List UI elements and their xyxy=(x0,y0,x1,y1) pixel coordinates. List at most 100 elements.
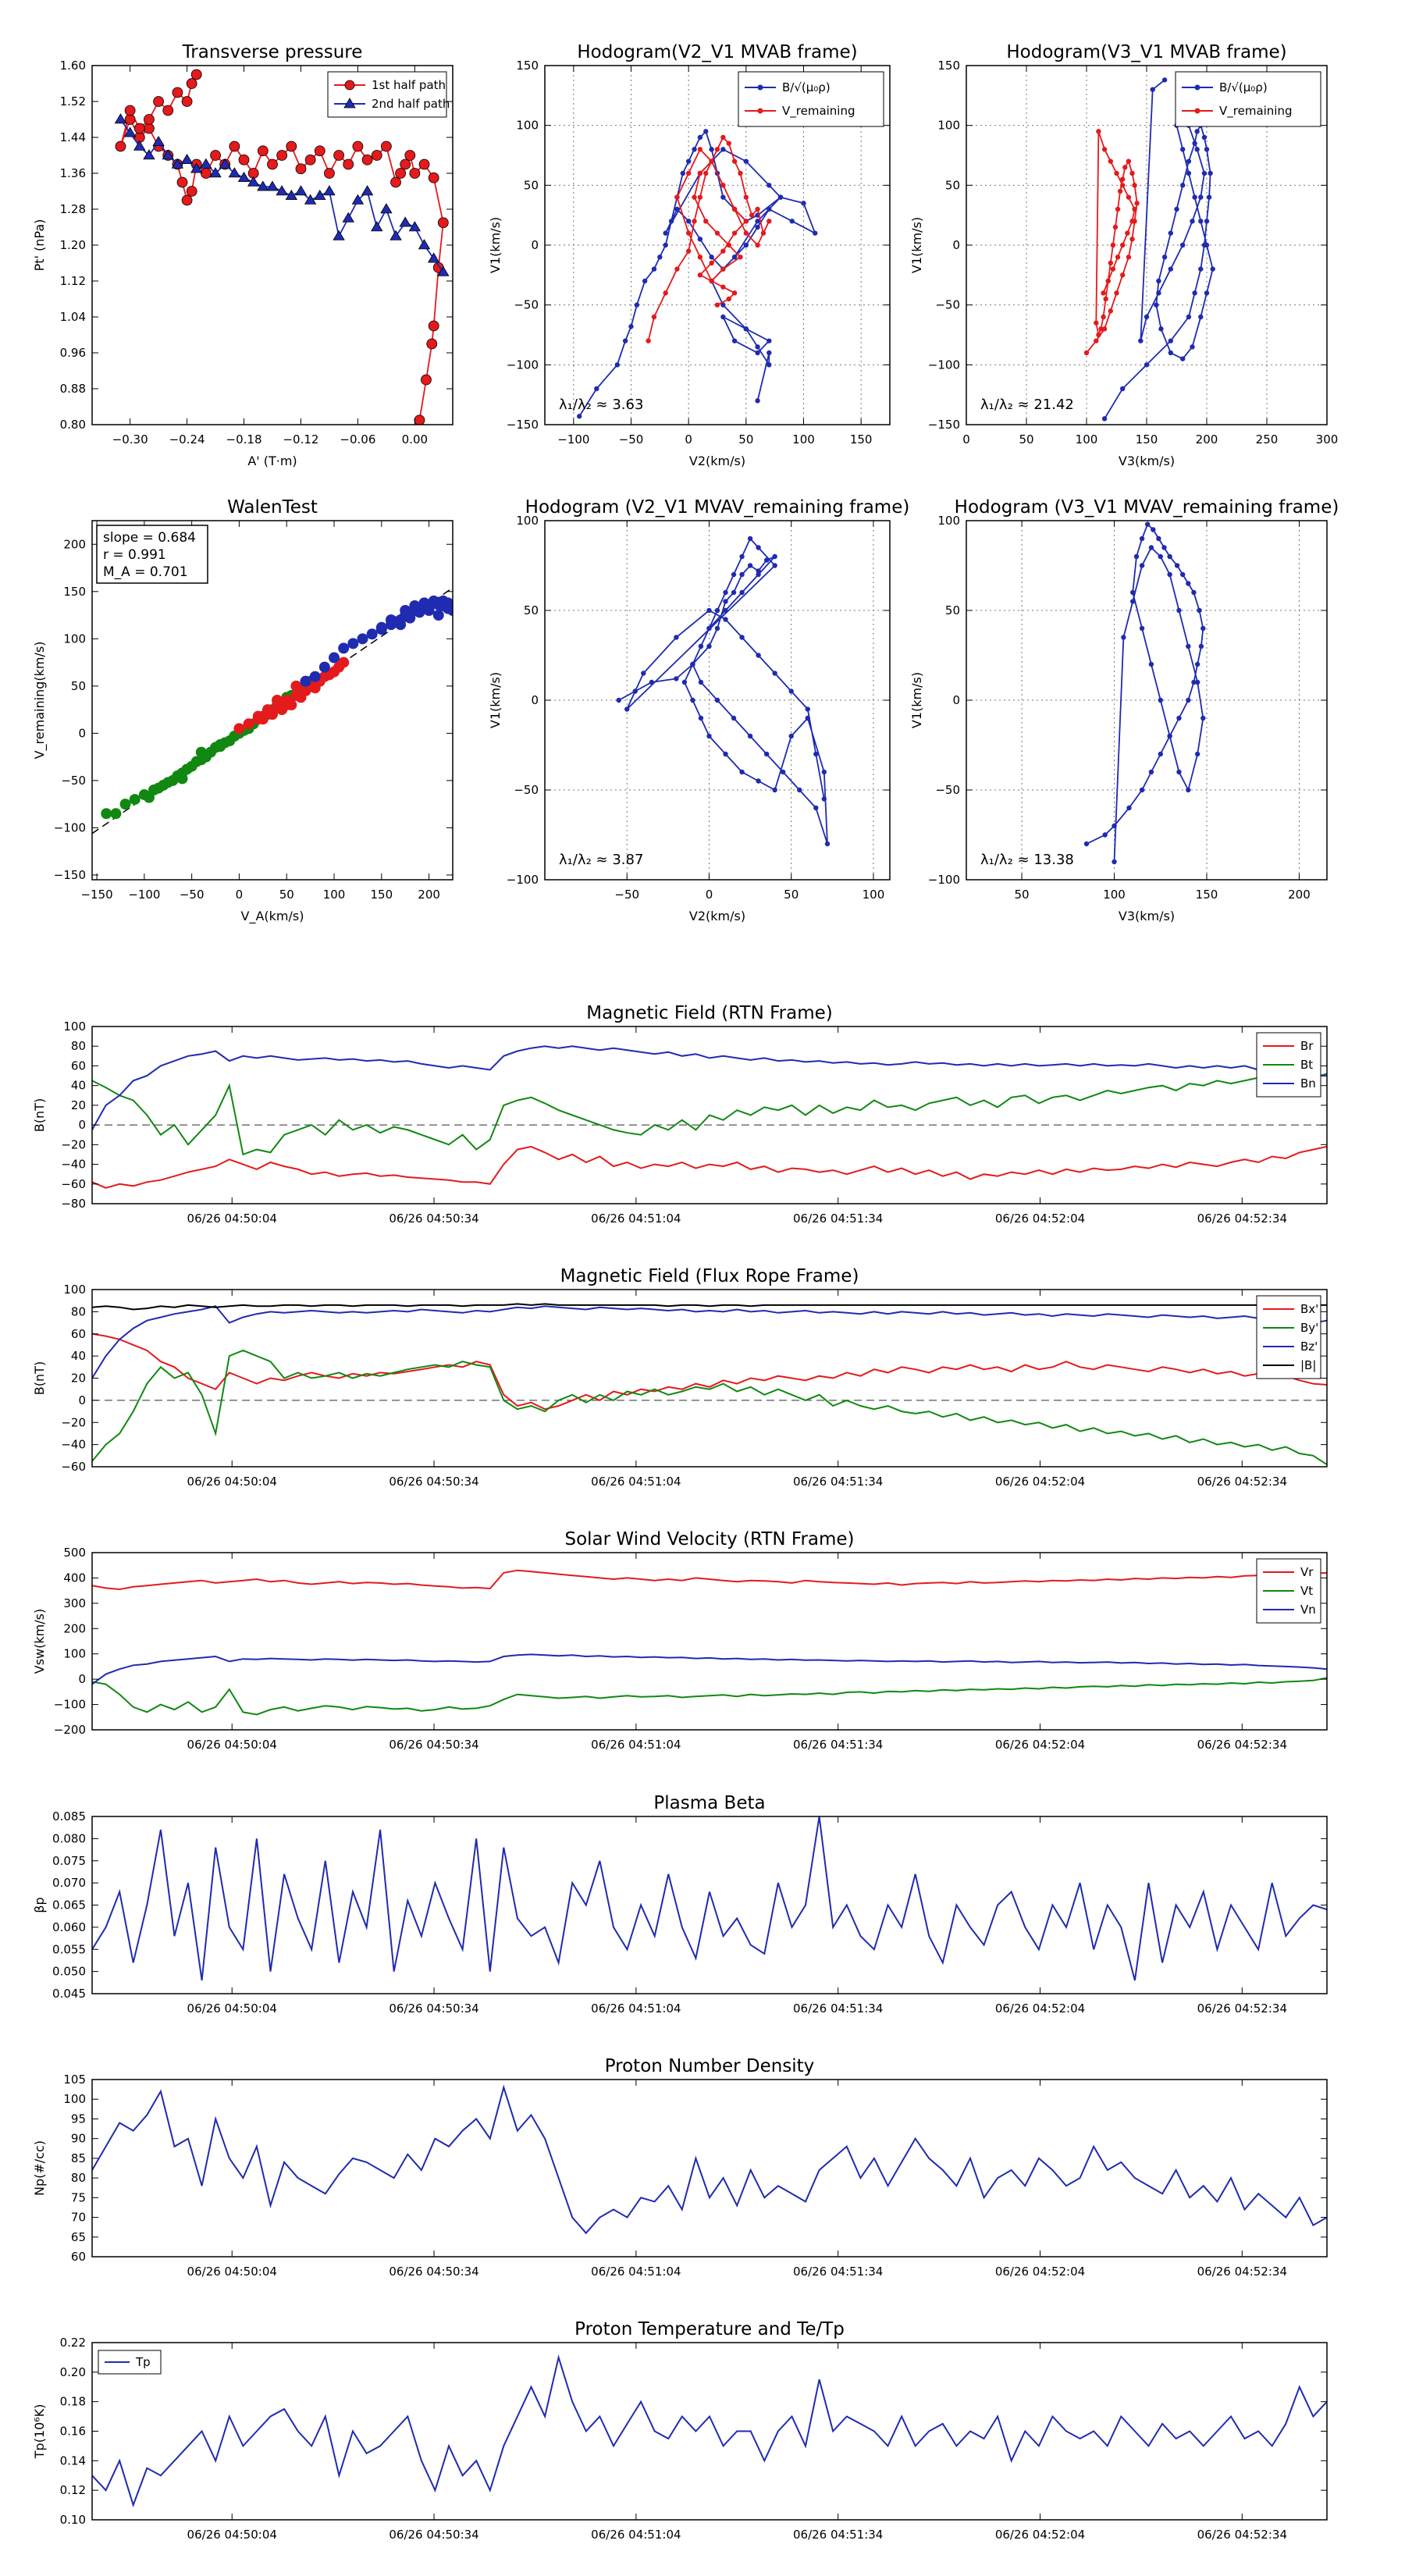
data-point xyxy=(428,595,439,607)
data-point xyxy=(366,628,378,640)
data-point xyxy=(731,715,737,721)
data-point xyxy=(674,635,679,640)
legend-label: V_remaining xyxy=(1219,104,1293,119)
stats-line: M_A = 0.701 xyxy=(103,564,188,580)
axes-frame xyxy=(91,2079,1328,2258)
x-tick-label: −50 xyxy=(180,888,205,902)
data-group xyxy=(616,535,831,847)
data-point xyxy=(1150,87,1155,92)
data-point xyxy=(780,769,786,775)
data-point xyxy=(813,751,819,757)
data-point xyxy=(663,230,668,236)
series-line-Bt xyxy=(92,1073,1327,1156)
panel-bfield_rtn: −80 −60 −40 −20 0 20 40 60 80 100 Magnetic Field (… xyxy=(32,1003,1328,1211)
data-point xyxy=(338,642,350,654)
data-point xyxy=(1110,242,1116,248)
data-point xyxy=(697,134,703,141)
x-tick-label: 200 xyxy=(418,888,440,902)
data-point xyxy=(1206,194,1212,200)
x-tick-label: 200 xyxy=(1288,888,1311,902)
data-point xyxy=(1120,272,1126,278)
y-tick-label: −150 xyxy=(54,868,86,882)
data-point xyxy=(1191,589,1197,596)
data-point xyxy=(649,679,655,685)
data-point xyxy=(1190,219,1195,224)
data-point xyxy=(697,254,703,260)
data-point xyxy=(723,607,728,614)
data-point xyxy=(706,643,712,649)
data-point xyxy=(739,769,745,775)
data-point xyxy=(714,625,720,632)
data-point xyxy=(690,697,695,703)
data-point xyxy=(709,147,714,152)
time-tick-label: 06/26 04:50:04 xyxy=(187,2265,277,2279)
data-point xyxy=(1180,242,1186,248)
data-point xyxy=(1096,332,1101,338)
data-point xyxy=(703,219,709,224)
data-point xyxy=(1129,219,1135,224)
data-point xyxy=(720,183,726,188)
x-tick-label: 0 xyxy=(236,888,244,902)
data-point xyxy=(755,206,760,212)
panel-hodo_v3: 0 50 100 150 200 250 300 −150 −100 −50 0 50 100 150 Ho… xyxy=(909,42,1338,468)
data-point xyxy=(209,167,222,178)
data-point xyxy=(1186,314,1192,320)
chart-title: Proton Number Density xyxy=(605,2056,815,2076)
legend-bfield_rtn: Br Bt Bn xyxy=(1256,1032,1321,1098)
data-point xyxy=(720,302,726,308)
time-tick-label: 06/26 04:50:34 xyxy=(389,2265,478,2279)
legend-marker xyxy=(343,98,356,109)
data-point xyxy=(739,553,745,560)
data-point xyxy=(1148,545,1154,550)
time-tick-label: 06/26 04:51:04 xyxy=(591,1738,681,1752)
legend-tp: Tp xyxy=(98,2350,162,2375)
data-point xyxy=(1126,254,1132,260)
time-tick-label: 06/26 04:52:34 xyxy=(1197,1738,1287,1752)
data-point xyxy=(115,141,126,152)
data-point xyxy=(1190,344,1195,350)
data-point xyxy=(418,158,430,170)
data-point xyxy=(756,571,761,578)
data-point xyxy=(162,105,174,116)
y-tick-label: −100 xyxy=(928,873,960,887)
data-point xyxy=(329,652,340,664)
data-point xyxy=(772,553,777,560)
x-axis-label: V2(km/s) xyxy=(689,454,745,468)
y-tick-label: −80 xyxy=(61,1197,86,1211)
y-tick-label: 1.36 xyxy=(60,166,86,180)
data-point xyxy=(371,150,382,161)
data-point xyxy=(195,746,207,758)
time-tick-label: 06/26 04:51:34 xyxy=(793,1475,883,1489)
y-tick-label: −150 xyxy=(928,418,960,432)
data-point xyxy=(1198,266,1204,272)
y-tick-label: −40 xyxy=(61,1158,86,1172)
data-point xyxy=(314,145,325,157)
data-point xyxy=(657,254,663,260)
data-point xyxy=(1186,643,1191,649)
data-group xyxy=(92,1569,1327,1716)
y-axis-label: V_remaining(km/s) xyxy=(32,642,48,760)
data-point xyxy=(805,715,810,721)
data-point xyxy=(738,254,743,260)
data-point xyxy=(129,794,140,806)
legend-hodo_v2: B/√(μ₀ρ) V_remaining xyxy=(738,71,884,127)
data-point xyxy=(714,697,720,703)
data-point xyxy=(119,799,131,810)
stats-box xyxy=(96,525,208,584)
data-point xyxy=(642,278,648,284)
x-axis-label: V3(km/s) xyxy=(1119,909,1175,923)
y-tick-label: −100 xyxy=(928,358,960,372)
data-point xyxy=(101,808,112,820)
data-point xyxy=(743,242,749,248)
data-point xyxy=(767,183,772,188)
data-point xyxy=(133,123,145,134)
data-point xyxy=(1186,170,1192,176)
data-point xyxy=(692,194,697,200)
data-point xyxy=(333,150,345,161)
data-point xyxy=(731,158,738,164)
data-point xyxy=(731,338,738,343)
x-tick-label: 250 xyxy=(1256,432,1279,447)
data-point xyxy=(743,219,749,224)
data-point xyxy=(1197,607,1202,614)
data-point xyxy=(318,661,330,673)
